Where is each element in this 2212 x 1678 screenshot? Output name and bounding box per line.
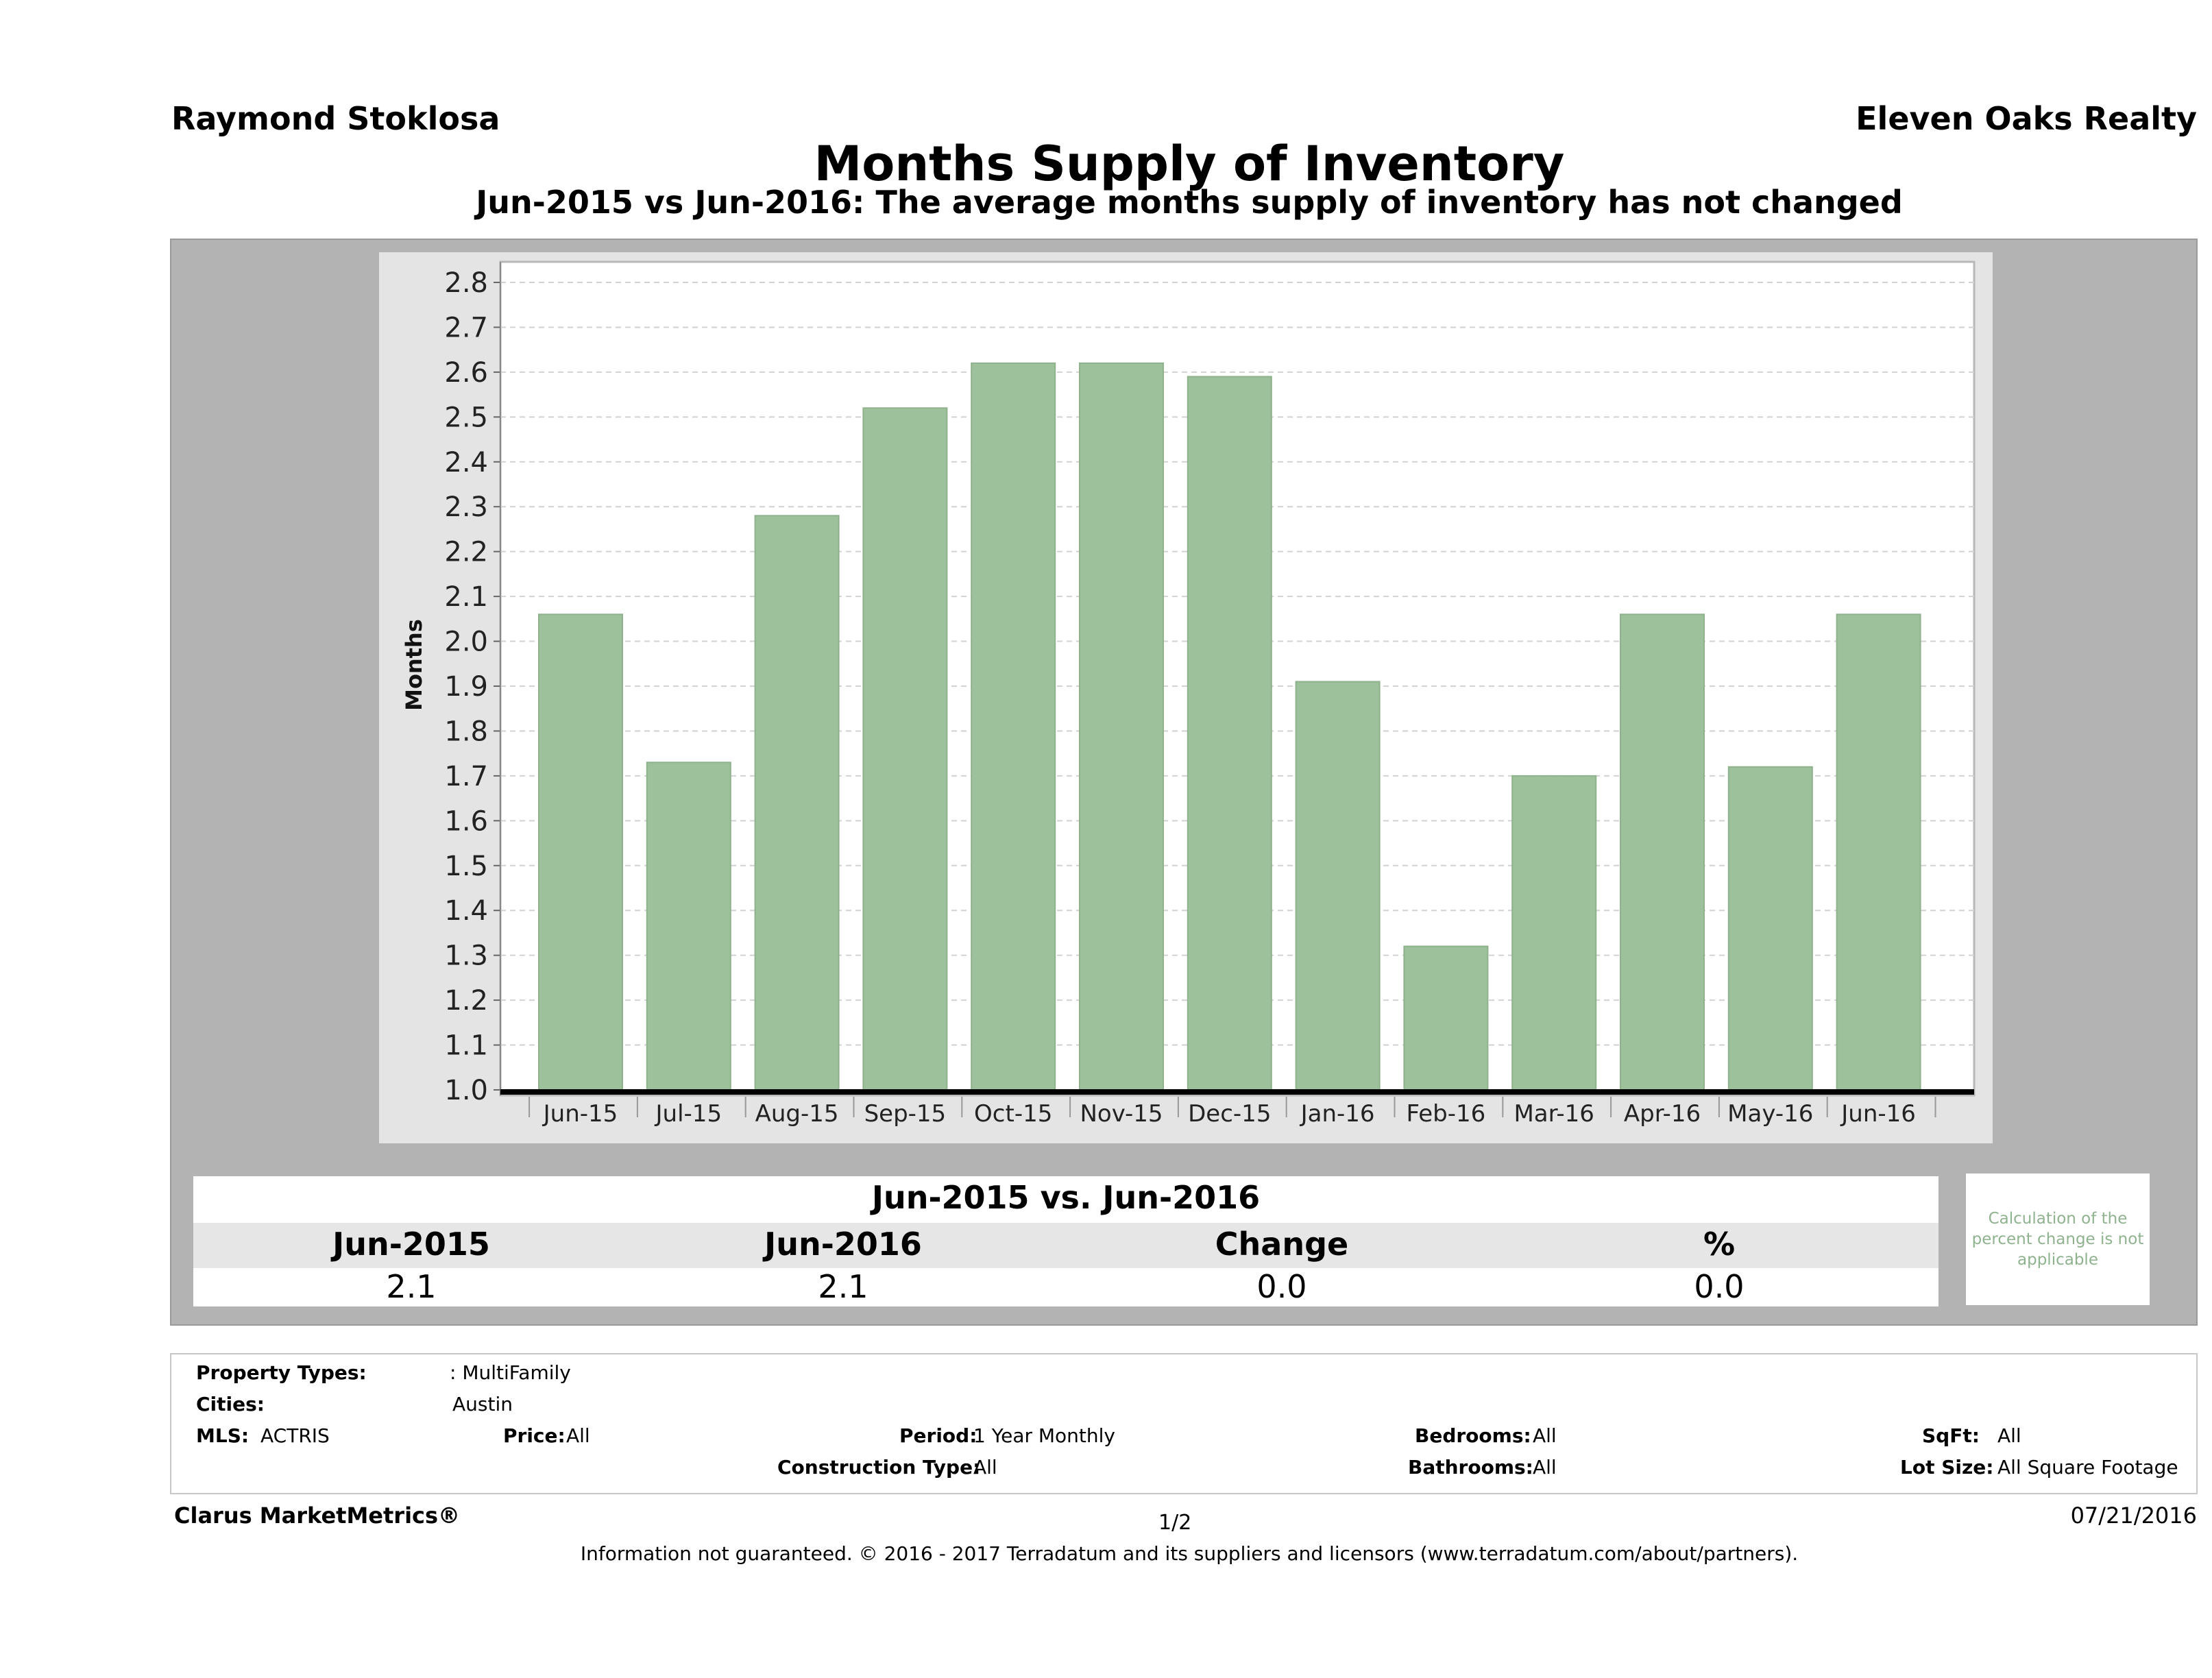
report-date: 07/21/2016 (2070, 1503, 2197, 1529)
bathrooms-value: All (1533, 1456, 1557, 1479)
y-tick-label: 1.9 (444, 671, 488, 703)
price-value: All (566, 1424, 590, 1447)
sqft-value: All (1997, 1424, 2021, 1447)
period-value: 1 Year Monthly (973, 1424, 1116, 1447)
y-tick-label: 1.1 (444, 1030, 488, 1062)
company-name: Eleven Oaks Realty (1856, 100, 2197, 137)
bar-jun-16 (1836, 613, 1921, 1091)
y-tick-label: 1.2 (444, 985, 488, 1017)
comparison-heading-band (193, 1176, 1938, 1223)
y-axis-label: Months (401, 619, 427, 711)
x-tick-label: May-16 (1727, 1100, 1813, 1128)
bar-jun-15 (538, 613, 623, 1091)
mls-label: MLS: (196, 1424, 250, 1447)
y-tick-label: 2.0 (444, 627, 488, 658)
chart-subtitle: Jun-2015 vs Jun-2016: The average months… (476, 184, 1903, 221)
bar-may-16 (1727, 766, 1813, 1091)
mls-value: ACTRIS (260, 1424, 330, 1447)
comparison-col-percent: % (1703, 1226, 1736, 1263)
bar-apr-16 (1620, 613, 1705, 1091)
bar-aug-15 (754, 515, 840, 1091)
y-tick-label: 1.0 (444, 1075, 488, 1106)
bar-nov-15 (1079, 362, 1164, 1091)
comparison-heading: Jun-2015 vs. Jun-2016 (871, 1179, 1261, 1216)
x-tick-label: Nov-15 (1080, 1100, 1163, 1128)
chart-title: Months Supply of Inventory (814, 136, 1565, 192)
y-tick-label: 1.8 (444, 716, 488, 747)
y-tick-label: 2.5 (444, 402, 488, 433)
sqft-label: SqFt: (1922, 1424, 1980, 1447)
bar-sep-15 (862, 407, 948, 1091)
bar-chart: 1.0 1.1 1.2 1.3 1.4 1.5 1.6 1.7 1.8 1.9 2.0 2.1 2.2 2… (401, 260, 1976, 1128)
x-tick-label: Apr-16 (1624, 1100, 1701, 1128)
comparison-col-start: Jun-2015 (332, 1226, 490, 1263)
y-tick-label: 1.4 (444, 895, 488, 927)
filter-panel: Property Types: : MultiFamily Cities: Au… (170, 1353, 2198, 1494)
y-tick-label: 1.6 (444, 805, 488, 837)
bar-dec-15 (1187, 376, 1272, 1091)
y-tick-label: 1.3 (444, 940, 488, 972)
comparison-col-change: Change (1215, 1226, 1349, 1263)
y-tick-label: 2.2 (444, 537, 488, 568)
x-tick-label: Feb-16 (1407, 1100, 1486, 1128)
construction-type-value: All (973, 1456, 997, 1479)
y-tick-label: 2.3 (444, 491, 488, 523)
bedrooms-value: All (1533, 1424, 1557, 1447)
y-tick-label: 2.7 (444, 312, 488, 343)
comparison-value-percent: 0.0 (1694, 1268, 1745, 1305)
x-tick-label: Dec-15 (1188, 1100, 1271, 1128)
y-tick-label: 2.1 (444, 581, 488, 613)
comparison-value-end: 2.1 (818, 1268, 868, 1305)
property-types-value: : MultiFamily (450, 1361, 571, 1384)
x-tick-label: Jul-15 (655, 1100, 722, 1128)
chart-area: 1.0 1.1 1.2 1.3 1.4 1.5 1.6 1.7 1.8 1.9 2.0 2.1 2.2 2… (379, 252, 1993, 1143)
x-tick-label: Jun-16 (1840, 1100, 1916, 1128)
price-label: Price: (503, 1424, 566, 1447)
bar-oct-15 (971, 362, 1056, 1091)
comparison-value-row (193, 1268, 1938, 1306)
construction-type-label: Construction Type: (777, 1456, 981, 1479)
comparison-col-end: Jun-2016 (764, 1226, 922, 1263)
footer-brand: Clarus MarketMetrics® (174, 1503, 461, 1529)
y-tick-label: 1.5 (444, 851, 488, 882)
page-number: 1/2 (1158, 1511, 1192, 1535)
bar-feb-16 (1403, 945, 1489, 1091)
y-tick-label: 2.8 (444, 267, 488, 299)
y-tick-label: 1.7 (444, 761, 488, 792)
x-tick-label: Mar-16 (1514, 1100, 1594, 1128)
x-tick-label: Oct-15 (974, 1100, 1052, 1128)
agent-name: Raymond Stoklosa (171, 100, 500, 137)
x-tick-label: Sep-15 (864, 1100, 947, 1128)
x-tick-label: Aug-15 (755, 1100, 839, 1128)
lot-size-value: All Square Footage (1997, 1456, 2178, 1479)
property-types-label: Property Types: (196, 1361, 367, 1384)
x-tick-label: Jun-15 (542, 1100, 618, 1128)
bar-jul-15 (646, 762, 731, 1091)
y-tick-label: 2.4 (444, 447, 488, 478)
bar-jan-16 (1295, 681, 1381, 1091)
percent-change-note-text: Calculation of the percent change is not… (1971, 1210, 2144, 1269)
comparison-header-row (193, 1223, 1938, 1268)
y-tick-label: 2.6 (444, 357, 488, 389)
bedrooms-label: Bedrooms: (1415, 1424, 1531, 1447)
percent-change-note: Calculation of the percent change is not… (1966, 1174, 2150, 1305)
period-label: Period: (899, 1424, 977, 1447)
cities-value: Austin (452, 1393, 513, 1415)
x-tick-label: Jan-16 (1300, 1100, 1375, 1128)
comparison-value-change: 0.0 (1256, 1268, 1307, 1305)
bar-mar-16 (1511, 775, 1597, 1091)
bathrooms-label: Bathrooms: (1408, 1456, 1533, 1479)
cities-label: Cities: (196, 1393, 265, 1415)
lot-size-label: Lot Size: (1900, 1456, 1994, 1479)
comparison-value-start: 2.1 (386, 1268, 437, 1305)
disclaimer: Information not guaranteed. © 2016 - 201… (580, 1542, 1799, 1565)
